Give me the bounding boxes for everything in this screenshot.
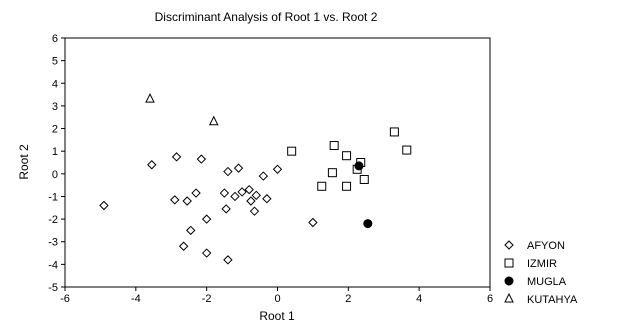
legend-label-afyon: AFYON bbox=[527, 240, 565, 252]
data-point-afyon bbox=[244, 184, 254, 195]
data-point-afyon bbox=[170, 195, 180, 205]
y-tick-label: -4 bbox=[48, 259, 58, 271]
data-point-izmir bbox=[287, 146, 297, 156]
data-point-afyon bbox=[246, 196, 256, 206]
data-point-kutahya bbox=[145, 93, 155, 103]
data-points bbox=[99, 93, 412, 265]
data-point-afyon bbox=[201, 248, 212, 258]
y-tick-label: -2 bbox=[48, 214, 58, 226]
data-point-afyon bbox=[191, 188, 201, 198]
data-point-izmir bbox=[342, 151, 352, 161]
y-tick-label: 3 bbox=[52, 101, 58, 113]
x-tick-label: -4 bbox=[131, 293, 141, 305]
data-point-afyon bbox=[221, 204, 231, 214]
plot-area bbox=[64, 37, 491, 288]
legend: AFYON IZMIR MUGLA KUTAHYA bbox=[504, 240, 578, 306]
y-tick-label: -1 bbox=[48, 191, 58, 203]
data-point-afyon bbox=[223, 255, 233, 265]
data-point-afyon bbox=[201, 214, 212, 224]
data-point-afyon bbox=[258, 171, 269, 181]
data-point-afyon bbox=[262, 194, 272, 204]
data-point-afyon bbox=[308, 217, 318, 228]
data-point-afyon bbox=[251, 190, 261, 201]
data-point-afyon bbox=[237, 187, 247, 197]
legend-marker-mugla bbox=[504, 276, 514, 286]
data-point-izmir bbox=[317, 181, 327, 191]
legend-marker-izmir bbox=[504, 258, 514, 268]
y-tick-label: 4 bbox=[52, 78, 58, 90]
y-tick-label: 6 bbox=[52, 33, 58, 45]
data-point-izmir bbox=[359, 174, 369, 184]
data-point-afyon bbox=[272, 164, 283, 174]
data-point-izmir bbox=[389, 127, 399, 137]
chart-title: Discriminant Analysis of Root 1 vs. Root… bbox=[155, 10, 378, 24]
data-point-izmir bbox=[327, 168, 337, 178]
data-point-mugla bbox=[363, 219, 373, 229]
legend-label-mugla: MUGLA bbox=[527, 276, 567, 288]
data-point-afyon bbox=[230, 191, 240, 202]
data-point-afyon bbox=[186, 225, 196, 236]
axes: -6 -4 -2 0 2 4 6 -5 -4 -3 -2 -1 0 1 2 3 4 5 6 bbox=[48, 33, 493, 305]
x-tick-label: 4 bbox=[416, 293, 422, 305]
y-tick-label: -5 bbox=[48, 282, 58, 294]
x-tick-label: 6 bbox=[487, 293, 493, 305]
data-point-afyon bbox=[249, 206, 260, 216]
data-point-afyon bbox=[219, 188, 230, 198]
data-point-afyon bbox=[178, 241, 189, 251]
data-point-afyon bbox=[171, 152, 182, 162]
data-point-izmir bbox=[402, 145, 412, 155]
data-point-mugla bbox=[354, 161, 364, 171]
x-tick-label: 2 bbox=[345, 293, 351, 305]
data-point-afyon bbox=[99, 200, 109, 211]
x-tick-label: -2 bbox=[202, 293, 212, 305]
legend-label-izmir: IZMIR bbox=[527, 258, 557, 270]
data-point-afyon bbox=[147, 160, 157, 170]
y-axis-title: Root 2 bbox=[17, 144, 31, 180]
legend-label-kutahya: KUTAHYA bbox=[527, 294, 578, 306]
data-point-izmir bbox=[342, 181, 352, 191]
data-point-kutahya bbox=[208, 115, 219, 126]
x-axis-title: Root 1 bbox=[259, 309, 295, 323]
data-point-izmir bbox=[329, 141, 339, 151]
y-tick-label: 2 bbox=[52, 124, 58, 136]
legend-marker-afyon bbox=[504, 240, 514, 250]
data-point-afyon bbox=[182, 196, 192, 206]
data-point-afyon bbox=[196, 154, 207, 164]
data-point-afyon bbox=[233, 163, 244, 173]
x-tick-label: 0 bbox=[274, 293, 280, 305]
y-tick-label: 1 bbox=[52, 146, 58, 158]
data-point-afyon bbox=[223, 166, 233, 177]
x-tick-label: -6 bbox=[60, 293, 70, 305]
y-tick-label: 5 bbox=[52, 56, 58, 68]
y-tick-label: -3 bbox=[48, 237, 58, 249]
legend-marker-kutahya bbox=[504, 292, 514, 303]
y-tick-label: 0 bbox=[52, 169, 58, 181]
